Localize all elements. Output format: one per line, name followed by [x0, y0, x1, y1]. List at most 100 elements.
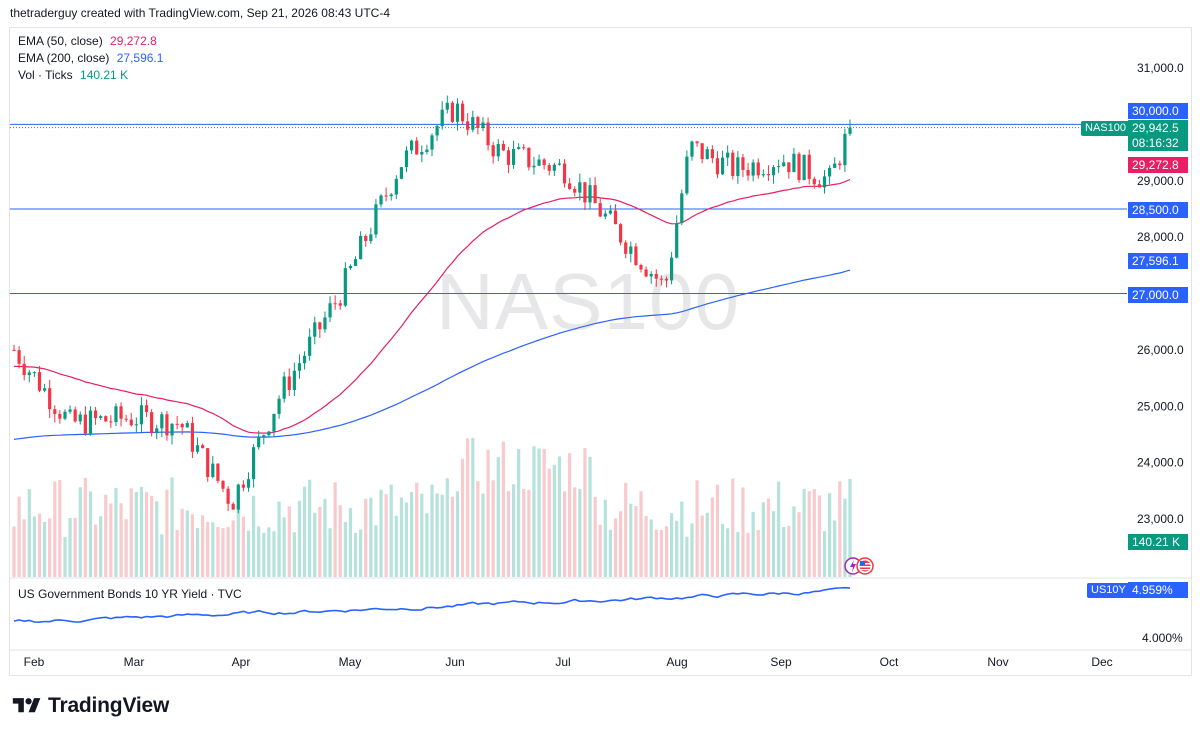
volume-bar	[369, 497, 373, 577]
volume-bar	[455, 491, 460, 577]
volume-bar	[42, 522, 47, 577]
volume-bar	[664, 526, 669, 577]
volume-bar	[78, 487, 82, 577]
volume-bar	[547, 468, 551, 577]
volume-bar	[598, 524, 602, 577]
candle-body	[369, 234, 373, 242]
candle-body	[216, 463, 220, 481]
volume-bar	[83, 477, 87, 577]
candle-body	[695, 141, 699, 144]
candle-body	[109, 421, 113, 423]
volume-bar	[323, 499, 327, 577]
candle-body	[613, 210, 618, 225]
candle-body	[384, 195, 388, 197]
candle-body	[267, 431, 271, 436]
volume-bar	[522, 488, 526, 577]
candle-body	[231, 503, 235, 510]
volume-bar	[608, 529, 613, 577]
candle-body	[257, 436, 261, 448]
legend-ema200[interactable]: EMA (200, close) 27,596.1	[18, 51, 163, 65]
candle-body	[99, 416, 103, 419]
volume-bar	[726, 528, 730, 577]
candle-body	[277, 398, 281, 414]
volume-bar	[797, 512, 801, 577]
volume-bar	[766, 498, 771, 577]
candle-body	[669, 257, 674, 281]
candle-body	[129, 419, 133, 426]
volume-bar	[302, 486, 307, 577]
us10y-value-tag: 4.959%	[1128, 582, 1188, 598]
candle-body	[88, 410, 93, 434]
candle-body	[68, 409, 72, 412]
volume-bar	[690, 523, 694, 577]
candle-body	[486, 122, 490, 146]
candle-body	[206, 448, 210, 478]
candle-body	[608, 210, 613, 214]
candle-body	[838, 163, 842, 166]
us10y-line	[13, 586, 851, 624]
volume-bar	[603, 499, 607, 577]
candle-body	[211, 463, 215, 478]
volume-bar	[195, 528, 200, 577]
countdown-tag: 08:16:32	[1128, 135, 1188, 151]
volume-bar	[68, 518, 72, 577]
volume-bar	[318, 506, 322, 577]
candle-body	[802, 154, 806, 181]
legend-ema50[interactable]: EMA (50, close) 29,272.8	[18, 34, 157, 48]
volume-bar	[787, 525, 791, 577]
event-flags-icon[interactable]	[843, 555, 883, 577]
price-axis-label: 23,000.0	[1137, 512, 1184, 526]
time-axis-label: Dec	[1091, 655, 1112, 669]
volume-bar	[185, 510, 189, 577]
candle-body	[659, 278, 663, 280]
candle-body	[527, 147, 531, 168]
volume-bar	[761, 502, 765, 577]
candle-body	[221, 480, 225, 489]
volume-bar	[833, 520, 837, 577]
volume-bar	[262, 532, 266, 577]
tradingview-logo[interactable]: TradingView	[12, 694, 169, 718]
candle-body	[170, 423, 174, 436]
candle-body	[568, 183, 572, 189]
volume-bar	[440, 494, 444, 577]
volume-bar	[353, 533, 358, 577]
volume-bar	[777, 481, 781, 577]
volume-bar	[236, 507, 240, 577]
candle-body	[807, 154, 811, 179]
candle-body	[654, 273, 658, 279]
us10y-pane-title[interactable]: US Government Bonds 10 YR Yield · TVC	[18, 587, 242, 601]
volume-bar	[501, 441, 505, 577]
candle-body	[690, 141, 694, 157]
candle-body	[685, 156, 689, 194]
symbol-tag: NAS100	[1081, 121, 1130, 136]
candle-body	[389, 194, 393, 197]
volume-bar	[155, 501, 159, 577]
price-tag-30000: 30,000.0	[1128, 103, 1188, 119]
volume-bar	[425, 513, 429, 577]
candle-body	[246, 479, 251, 488]
volume-bar	[241, 516, 245, 577]
candle-body	[619, 224, 623, 243]
candle-body	[364, 235, 368, 242]
volume-bar	[695, 480, 699, 577]
price-axis-label: 24,000.0	[1137, 456, 1184, 470]
legend-ema200-value: 27,596.1	[116, 51, 164, 65]
volume-bar	[287, 506, 291, 577]
legend-volume-label: Vol · Ticks	[18, 68, 73, 82]
volume-bar	[88, 491, 93, 577]
candle-body	[287, 376, 291, 391]
candle-body	[756, 162, 760, 176]
volume-bar	[583, 448, 587, 577]
legend-volume[interactable]: Vol · Ticks 140.21 K	[18, 68, 128, 82]
volume-bar	[394, 515, 398, 577]
candle-body	[348, 265, 353, 269]
candle-body	[93, 410, 98, 419]
chart-header: thetraderguy created with TradingView.co…	[10, 6, 390, 20]
volume-bar	[460, 458, 465, 577]
legend-ema50-label: EMA (50, close)	[18, 34, 103, 48]
volume-bar	[613, 518, 618, 577]
volume-bar	[328, 528, 332, 577]
candle-body	[430, 135, 434, 150]
volume-bar	[343, 522, 347, 577]
